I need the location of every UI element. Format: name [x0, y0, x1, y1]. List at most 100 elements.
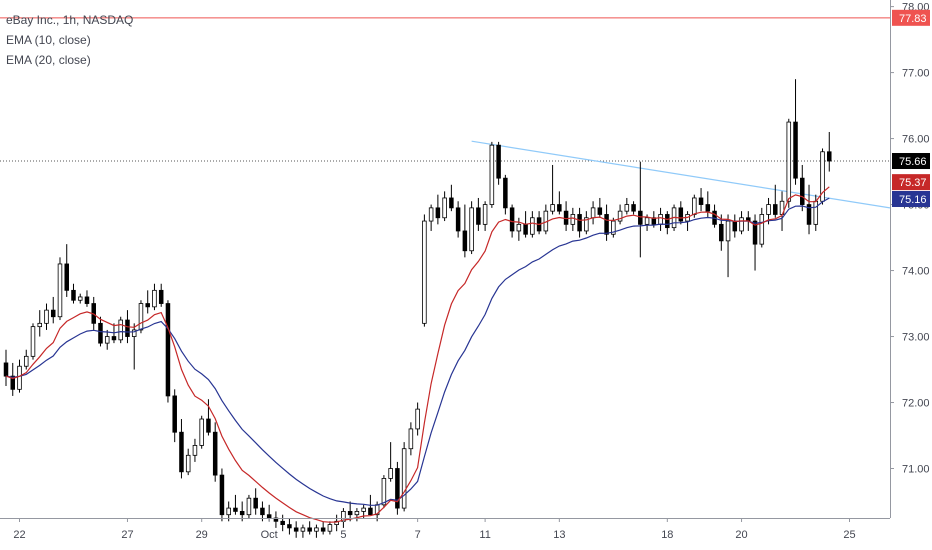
- candle: [165, 300, 171, 403]
- candle-body-up: [44, 309, 49, 324]
- candle-body-down: [98, 322, 103, 344]
- candle-body-up: [422, 220, 427, 324]
- candle-body-up: [401, 448, 407, 509]
- candle: [293, 521, 299, 538]
- candle-body-up: [759, 214, 765, 245]
- candle-body-up: [624, 204, 630, 212]
- candle: [131, 323, 137, 370]
- candle-body-down: [165, 303, 171, 397]
- candle-body-up: [415, 408, 420, 430]
- candle: [354, 508, 360, 522]
- candle-body-up: [30, 326, 36, 357]
- time-tick-label: 5: [340, 529, 346, 541]
- candle-body-down: [793, 121, 798, 179]
- candle-body-down: [50, 309, 56, 318]
- candle-body-up: [530, 217, 535, 235]
- candle: [158, 283, 164, 307]
- candle-body-down: [158, 289, 164, 304]
- candle-body-up: [104, 336, 110, 344]
- candle: [84, 290, 90, 307]
- time-tick-label: 29: [196, 529, 208, 541]
- candle-body-down: [462, 230, 468, 252]
- candle: [395, 461, 400, 515]
- candle-body-down: [280, 520, 285, 525]
- ema10-legend[interactable]: EMA (10, close): [6, 33, 91, 47]
- candle: [233, 494, 238, 515]
- candle-body-down: [509, 207, 515, 232]
- candle-body-down: [503, 177, 508, 209]
- candle-body-down: [266, 514, 272, 519]
- candle: [759, 207, 765, 248]
- candle: [482, 201, 488, 231]
- candle-body-up: [334, 520, 339, 525]
- candle: [138, 300, 144, 334]
- candle-body-down: [476, 207, 481, 225]
- time-axis[interactable]: 22 27 29 Oct 5 7 11 13 18 20 25: [0, 518, 890, 541]
- candle-body-up: [584, 217, 589, 232]
- candle: [793, 79, 798, 185]
- candle: [23, 349, 29, 370]
- candle: [50, 296, 56, 324]
- candle: [806, 184, 812, 235]
- candle-body-down: [260, 507, 265, 516]
- last-price-tag: 75.66: [892, 153, 930, 170]
- candle: [327, 521, 333, 535]
- candle: [557, 191, 562, 215]
- chart-legend: eBay Inc., 1h, NASDAQ EMA (10, close) EM…: [6, 10, 133, 70]
- candle-body-up: [361, 507, 366, 512]
- candle: [246, 494, 252, 518]
- candle: [449, 184, 454, 212]
- candle-body-down: [665, 214, 670, 229]
- candle: [590, 201, 596, 225]
- symbol-title[interactable]: eBay Inc., 1h, NASDAQ: [6, 13, 134, 27]
- candle: [320, 521, 326, 535]
- trendline-layer[interactable]: [471, 140, 891, 209]
- trend-line: [471, 140, 891, 209]
- candle: [422, 214, 427, 327]
- ema10-price-tag: 75.37: [892, 174, 930, 191]
- candle: [3, 349, 9, 387]
- candle: [577, 207, 582, 238]
- candle: [516, 217, 522, 241]
- candle: [638, 161, 643, 258]
- candle-body-down: [395, 468, 400, 509]
- time-tick-label: 27: [121, 529, 133, 541]
- candle-body-up: [482, 204, 488, 225]
- candle-body-down: [705, 204, 711, 212]
- candle-body-up: [550, 204, 555, 212]
- time-tick-label: 22: [13, 529, 25, 541]
- ema20-legend[interactable]: EMA (20, close): [6, 53, 91, 67]
- candle-body-up: [314, 527, 319, 532]
- candle: [597, 197, 603, 218]
- ema10-price-tag-label: 75.37: [899, 177, 927, 189]
- candle-body-down: [10, 375, 16, 390]
- candle-body-down: [233, 507, 238, 512]
- candle: [314, 524, 319, 538]
- candle: [287, 518, 292, 535]
- candle-body-down: [3, 362, 9, 377]
- time-tick-label: Oct: [261, 529, 278, 541]
- candle: [543, 204, 549, 235]
- candle-body-up: [408, 428, 414, 450]
- candle: [550, 164, 555, 215]
- ema20-line: [5, 197, 830, 506]
- horizontal-lines: [0, 17, 890, 162]
- candle-body-down: [320, 527, 326, 532]
- candle: [307, 521, 312, 535]
- candle: [37, 310, 42, 337]
- candle-body-up: [388, 468, 393, 479]
- candle: [530, 211, 535, 238]
- candle: [698, 188, 704, 212]
- candle: [71, 283, 76, 304]
- candle-body-down: [253, 497, 258, 509]
- candle: [118, 316, 123, 344]
- candle-body-up: [766, 204, 771, 215]
- candle: [401, 442, 407, 512]
- resistance-price-tag: 77.83: [892, 9, 930, 26]
- candle: [786, 118, 792, 208]
- candle: [827, 131, 832, 172]
- resistance-price-tag-bg: [892, 9, 930, 26]
- candle-body-down: [293, 527, 299, 532]
